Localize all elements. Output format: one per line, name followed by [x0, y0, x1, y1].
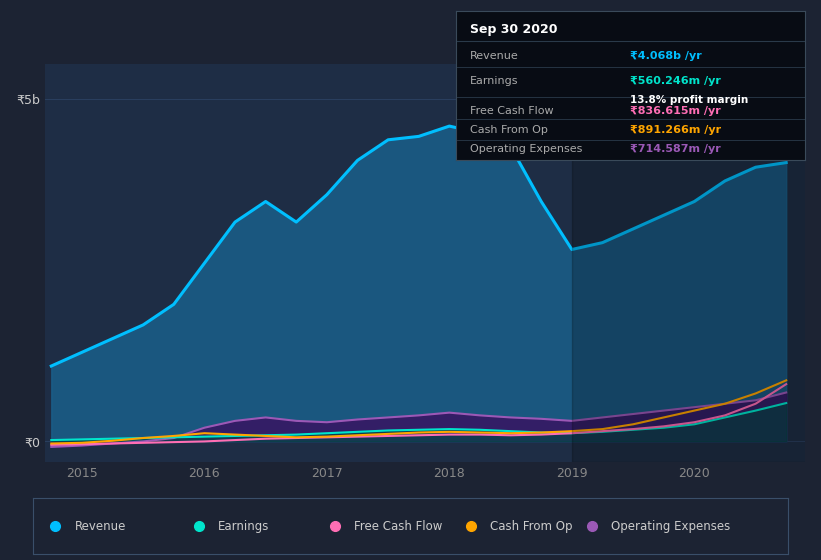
Text: Free Cash Flow: Free Cash Flow [470, 106, 553, 115]
Text: ₹836.615m /yr: ₹836.615m /yr [631, 106, 721, 115]
Text: Revenue: Revenue [470, 51, 518, 60]
Text: Sep 30 2020: Sep 30 2020 [470, 22, 557, 35]
Text: ₹560.246m /yr: ₹560.246m /yr [631, 76, 721, 86]
Bar [572, 64, 810, 462]
Text: Cash From Op: Cash From Op [490, 520, 572, 533]
Text: Operating Expenses: Operating Expenses [611, 520, 730, 533]
Text: 13.8% profit margin: 13.8% profit margin [631, 95, 749, 105]
Text: Cash From Op: Cash From Op [470, 125, 548, 135]
Text: Earnings: Earnings [218, 520, 269, 533]
Text: ₹891.266m /yr: ₹891.266m /yr [631, 125, 721, 135]
Text: ₹4.068b /yr: ₹4.068b /yr [631, 51, 702, 60]
Text: ₹714.587m /yr: ₹714.587m /yr [631, 144, 721, 154]
Text: Free Cash Flow: Free Cash Flow [354, 520, 443, 533]
Text: Revenue: Revenue [75, 520, 126, 533]
Text: Earnings: Earnings [470, 76, 518, 86]
Text: Operating Expenses: Operating Expenses [470, 144, 582, 154]
